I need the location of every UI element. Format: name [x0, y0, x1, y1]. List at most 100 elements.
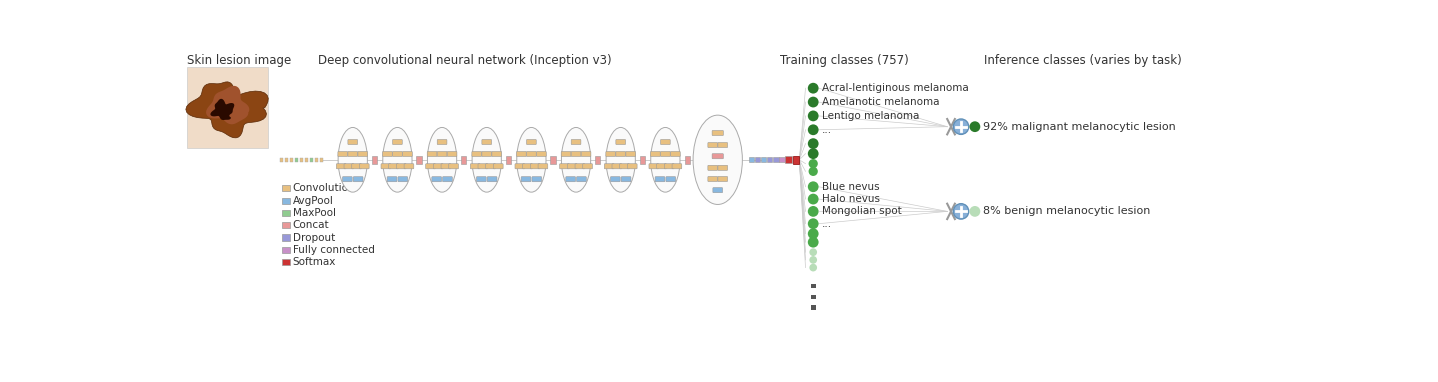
FancyBboxPatch shape	[437, 139, 447, 144]
Ellipse shape	[516, 128, 546, 192]
FancyBboxPatch shape	[482, 151, 492, 157]
FancyBboxPatch shape	[657, 164, 666, 169]
FancyBboxPatch shape	[360, 164, 370, 169]
FancyBboxPatch shape	[536, 151, 546, 157]
Text: Mongolian spot: Mongolian spot	[821, 206, 902, 216]
Bar	[299, 158, 303, 162]
FancyBboxPatch shape	[670, 151, 680, 157]
FancyBboxPatch shape	[476, 176, 486, 182]
Bar	[279, 158, 283, 162]
Text: MaxPool: MaxPool	[293, 208, 335, 218]
Bar	[811, 284, 815, 288]
Circle shape	[808, 138, 818, 149]
Bar	[315, 158, 318, 162]
Bar	[774, 157, 778, 162]
Ellipse shape	[383, 128, 413, 192]
Bar	[295, 158, 299, 162]
FancyBboxPatch shape	[531, 164, 541, 169]
FancyBboxPatch shape	[526, 139, 536, 144]
Bar	[749, 157, 754, 162]
FancyBboxPatch shape	[338, 151, 348, 157]
FancyBboxPatch shape	[393, 139, 403, 144]
FancyBboxPatch shape	[387, 176, 397, 182]
FancyBboxPatch shape	[568, 164, 577, 169]
Ellipse shape	[472, 128, 502, 192]
Circle shape	[810, 248, 817, 256]
Bar	[506, 156, 510, 163]
Text: Deep convolutional neural network (Inception v3): Deep convolutional neural network (Incep…	[318, 53, 611, 66]
Text: AvgPool: AvgPool	[293, 196, 334, 206]
Circle shape	[808, 219, 818, 229]
FancyBboxPatch shape	[472, 151, 482, 157]
Text: Softmax: Softmax	[293, 257, 336, 267]
FancyBboxPatch shape	[397, 164, 406, 169]
Polygon shape	[210, 99, 234, 120]
Bar	[282, 210, 289, 216]
FancyBboxPatch shape	[707, 142, 718, 147]
Bar	[640, 156, 646, 163]
FancyBboxPatch shape	[718, 176, 728, 181]
FancyBboxPatch shape	[718, 165, 728, 170]
Circle shape	[969, 121, 981, 132]
Circle shape	[808, 159, 818, 168]
FancyBboxPatch shape	[672, 164, 682, 169]
Ellipse shape	[427, 128, 457, 192]
Circle shape	[810, 256, 817, 264]
FancyBboxPatch shape	[561, 151, 571, 157]
Bar	[794, 156, 800, 163]
FancyBboxPatch shape	[664, 164, 674, 169]
FancyBboxPatch shape	[493, 164, 503, 169]
Text: Dropout: Dropout	[293, 233, 335, 243]
FancyBboxPatch shape	[433, 164, 443, 169]
FancyBboxPatch shape	[470, 164, 480, 169]
Circle shape	[808, 83, 818, 94]
Text: Concat: Concat	[293, 220, 329, 230]
Circle shape	[808, 228, 818, 239]
Bar	[761, 157, 766, 162]
FancyBboxPatch shape	[515, 164, 525, 169]
Bar	[282, 197, 289, 204]
FancyBboxPatch shape	[532, 176, 542, 182]
Bar	[319, 158, 324, 162]
FancyBboxPatch shape	[666, 176, 676, 182]
FancyBboxPatch shape	[437, 151, 447, 157]
Bar	[187, 67, 267, 148]
Bar	[811, 305, 815, 310]
Circle shape	[969, 206, 981, 217]
Circle shape	[808, 237, 818, 248]
Text: Skin lesion image: Skin lesion image	[187, 53, 292, 66]
Bar	[371, 156, 377, 163]
Polygon shape	[206, 86, 249, 124]
Text: Training classes (757): Training classes (757)	[779, 53, 909, 66]
FancyBboxPatch shape	[342, 176, 352, 182]
FancyBboxPatch shape	[431, 176, 441, 182]
FancyBboxPatch shape	[516, 151, 526, 157]
FancyBboxPatch shape	[352, 164, 361, 169]
FancyBboxPatch shape	[581, 151, 591, 157]
FancyBboxPatch shape	[521, 176, 531, 182]
Bar	[766, 157, 772, 162]
Ellipse shape	[693, 115, 742, 204]
Bar	[282, 235, 289, 241]
FancyBboxPatch shape	[344, 164, 354, 169]
FancyBboxPatch shape	[565, 176, 575, 182]
FancyBboxPatch shape	[348, 151, 358, 157]
Bar	[282, 185, 289, 191]
FancyBboxPatch shape	[492, 151, 502, 157]
Circle shape	[808, 148, 818, 159]
FancyBboxPatch shape	[522, 164, 532, 169]
FancyBboxPatch shape	[477, 164, 487, 169]
FancyBboxPatch shape	[604, 164, 614, 169]
FancyBboxPatch shape	[354, 176, 362, 182]
Ellipse shape	[561, 128, 591, 192]
FancyBboxPatch shape	[393, 151, 403, 157]
Bar	[811, 295, 815, 299]
Text: ...: ...	[821, 125, 831, 135]
FancyBboxPatch shape	[486, 164, 496, 169]
FancyBboxPatch shape	[621, 176, 631, 182]
Bar	[595, 156, 600, 163]
FancyBboxPatch shape	[660, 151, 670, 157]
FancyBboxPatch shape	[571, 139, 581, 144]
FancyBboxPatch shape	[348, 139, 358, 144]
Circle shape	[808, 97, 818, 107]
